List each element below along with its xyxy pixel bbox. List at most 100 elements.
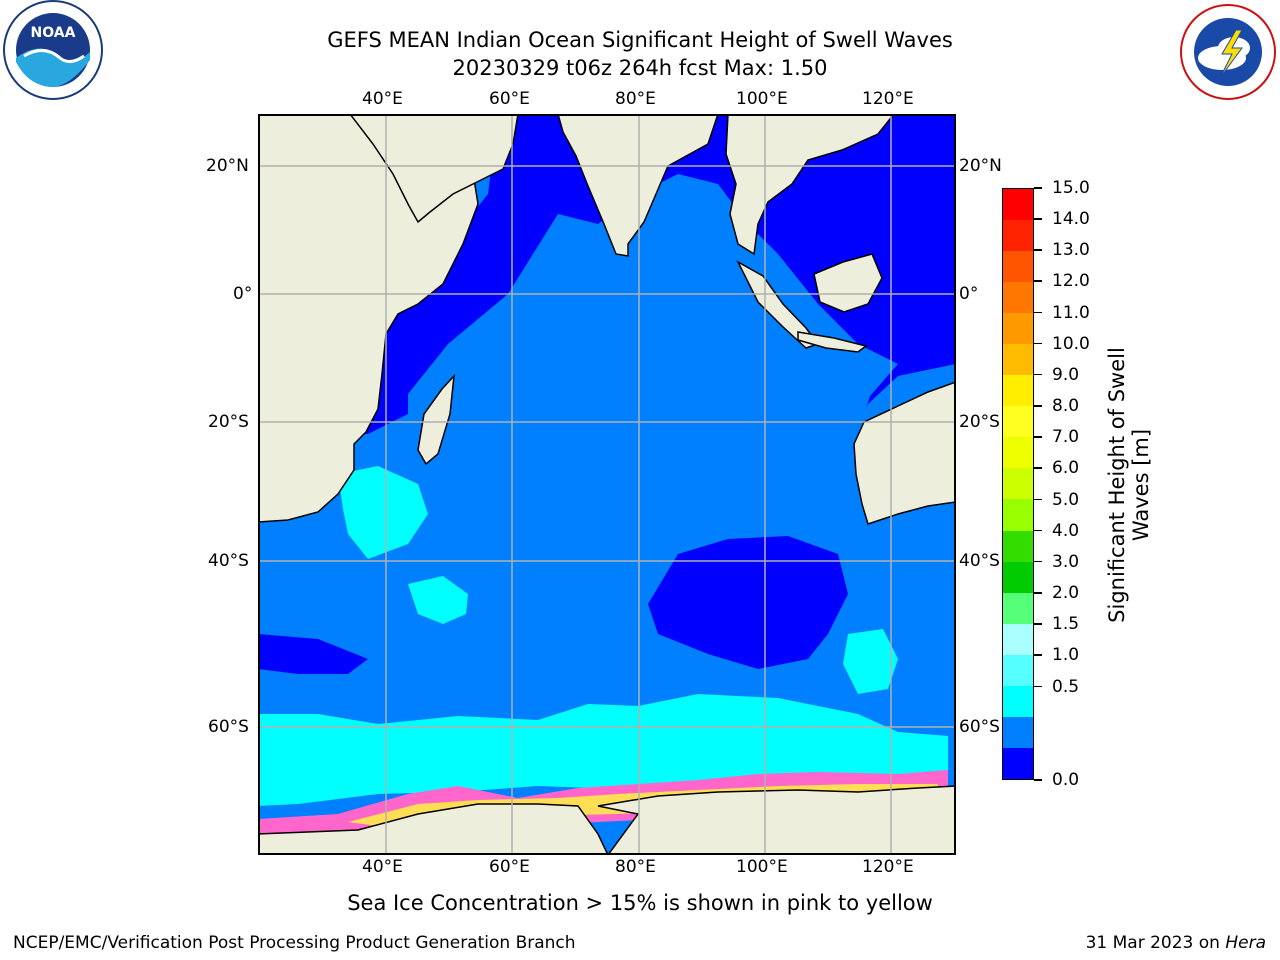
lon-tick-top-40e: 40°E <box>362 89 403 109</box>
swell-mid-north <box>408 174 898 434</box>
colorbar-tick-mark <box>1034 280 1042 282</box>
colorbar-segment <box>1003 747 1033 779</box>
colorbar-tick-mark <box>1034 592 1042 594</box>
lon-tick-top-60e: 60°E <box>489 89 530 109</box>
colorbar-tick-mark <box>1034 779 1042 781</box>
swell-low-west <box>260 634 368 674</box>
nws-logo <box>1180 4 1276 100</box>
land-borneo <box>813 253 883 313</box>
colorbar-tick-mark <box>1034 218 1042 220</box>
colorbar-tick-label: 2.0 <box>1052 583 1080 604</box>
chart-title: GEFS MEAN Indian Ocean Significant Heigh… <box>327 28 953 52</box>
lat-tick-left-40s: 40°S <box>208 551 249 571</box>
colorbar-segment <box>1003 282 1033 314</box>
footer-date: 31 Mar 2023 on Hera <box>1086 933 1266 953</box>
colorbar-tick-label: 7.0 <box>1052 427 1080 448</box>
land-java <box>797 331 868 353</box>
colorbar-segment <box>1003 406 1033 438</box>
lat-tick-right-20s: 20°S <box>959 412 1000 432</box>
colorbar-tick-label: 13.0 <box>1052 240 1090 261</box>
colorbar-segment <box>1003 437 1033 469</box>
noaa-logo: NOAA <box>3 0 103 100</box>
colorbar-segment <box>1003 716 1033 748</box>
colorbar <box>1002 188 1034 780</box>
colorbar-tick-label: 15.0 <box>1052 178 1090 198</box>
colorbar-tick-label: 12.0 <box>1052 271 1090 292</box>
colorbar-segment <box>1003 189 1033 221</box>
lon-tick-bottom-60e: 60°E <box>489 857 530 877</box>
colorbar-tick-label: 1.5 <box>1052 614 1080 635</box>
lat-tick-right-20n: 20°N <box>959 156 1002 176</box>
colorbar-tick-label: 0.5 <box>1052 676 1080 697</box>
colorbar-segment <box>1003 468 1033 500</box>
colorbar-segment <box>1003 313 1033 345</box>
lat-tick-left-60s: 60°S <box>208 717 249 737</box>
lon-tick-bottom-80e: 80°E <box>615 857 656 877</box>
colorbar-segment <box>1003 592 1033 624</box>
lon-tick-bottom-40e: 40°E <box>362 857 403 877</box>
lon-tick-top-120e: 120°E <box>862 89 914 109</box>
map-panel <box>258 114 956 855</box>
colorbar-tick-mark <box>1034 311 1042 314</box>
colorbar-tick-mark <box>1034 467 1042 469</box>
colorbar-tick-label: 1.0 <box>1052 645 1080 666</box>
colorbar-tick-label: 5.0 <box>1052 489 1080 510</box>
colorbar-segment <box>1003 375 1033 407</box>
colorbar-segment <box>1003 654 1033 686</box>
colorbar-tick-label: 8.0 <box>1052 396 1080 417</box>
colorbar-tick-mark <box>1034 249 1042 251</box>
colorbar-segment <box>1003 344 1033 376</box>
colorbar-tick-mark <box>1034 342 1042 345</box>
lat-tick-right-0: 0° <box>959 284 979 304</box>
colorbar-tick-mark <box>1034 373 1042 376</box>
chart-subtitle: 20230329 t06z 264h fcst Max: 1.50 <box>452 56 828 80</box>
gridlines <box>260 116 954 853</box>
land-madagascar <box>417 373 455 466</box>
land-arabia <box>350 116 519 224</box>
colorbar-tick-label: 14.0 <box>1052 209 1090 230</box>
colorbar-label: Significant Height of Swell Waves [m] <box>1105 347 1153 623</box>
lon-tick-top-100e: 100°E <box>736 89 788 109</box>
lon-tick-top-80e: 80°E <box>615 89 656 109</box>
colorbar-tick-mark <box>1034 529 1042 532</box>
footer-date-text: 31 Mar 2023 on <box>1085 933 1226 953</box>
lat-tick-left-20n: 20°N <box>206 156 249 176</box>
land-india <box>557 116 719 257</box>
land-indochina <box>725 116 894 256</box>
footer-branch: NCEP/EMC/Verification Post Processing Pr… <box>13 933 576 953</box>
footer-machine: Hera <box>1225 933 1266 953</box>
noaa-logo-text: NOAA <box>31 25 76 41</box>
colorbar-segment <box>1003 499 1033 531</box>
colorbar-tick-mark <box>1034 405 1042 407</box>
colorbar-tick-mark <box>1034 187 1042 189</box>
lon-tick-bottom-100e: 100°E <box>736 857 788 877</box>
colorbar-segment <box>1003 251 1033 283</box>
colorbar-tick-label: 4.0 <box>1052 520 1080 541</box>
colorbar-tick-mark <box>1034 560 1042 563</box>
colorbar-tick-mark <box>1034 436 1042 438</box>
land-australia <box>853 381 954 525</box>
swell-high-patch-se <box>843 629 898 694</box>
swell-high-patch-sw <box>338 466 428 559</box>
lat-tick-right-60s: 60°S <box>959 717 1000 737</box>
land-antarctica <box>260 785 954 853</box>
map-frame <box>258 114 956 855</box>
colorbar-tick-mark <box>1034 623 1042 625</box>
lon-tick-bottom-120e: 120°E <box>862 857 914 877</box>
colorbar-tick-label: 9.0 <box>1052 364 1080 385</box>
colorbar-tick-label: 3.0 <box>1052 551 1080 572</box>
colorbar-segment <box>1003 685 1033 717</box>
lat-tick-left-0: 0° <box>233 284 253 304</box>
colorbar-tick-mark <box>1034 498 1042 501</box>
colorbar-segment <box>1003 220 1033 252</box>
sea-ice-note: Sea Ice Concentration > 15% is shown in … <box>347 891 933 915</box>
swell-high-patch-mid <box>408 576 468 624</box>
colorbar-segment <box>1003 530 1033 562</box>
colorbar-segment <box>1003 561 1033 593</box>
colorbar-tick-label: 11.0 <box>1052 302 1090 323</box>
lat-tick-left-20s: 20°S <box>208 412 249 432</box>
colorbar-tick-label: 0.0 <box>1052 770 1080 790</box>
colorbar-tick-label: 6.0 <box>1052 458 1080 479</box>
colorbar-tick-mark <box>1034 654 1042 656</box>
colorbar-segment <box>1003 623 1033 655</box>
